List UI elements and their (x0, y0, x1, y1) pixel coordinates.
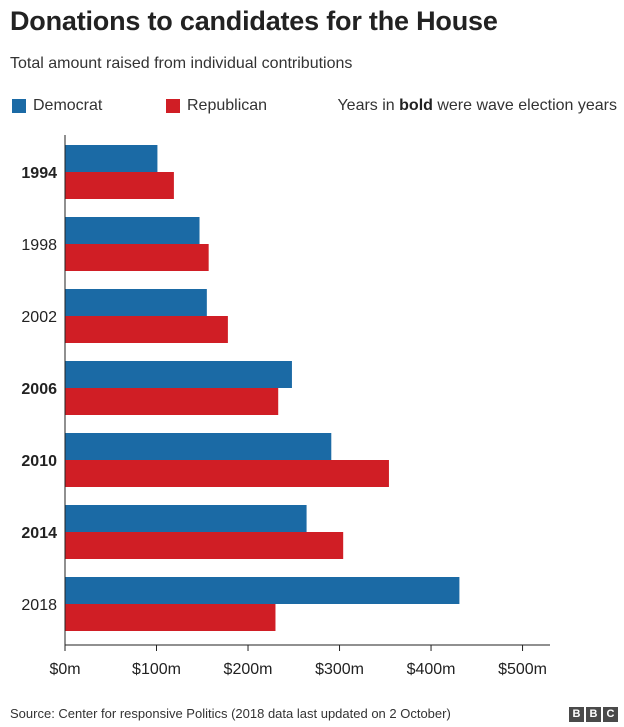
y-tick-label-2014: 2014 (21, 525, 57, 542)
y-tick-label-2018: 2018 (21, 597, 57, 614)
x-tick-label: $300m (315, 661, 364, 678)
bbc-logo-letter: C (603, 707, 618, 722)
legend-note-bold: bold (399, 97, 433, 114)
legend-note-after: were wave election years (432, 97, 617, 114)
x-tick-label: $0m (49, 661, 80, 678)
bar-democrat-2014 (65, 505, 307, 532)
bar-republican-2010 (65, 460, 389, 487)
legend-note: Years in bold were wave election years (337, 97, 617, 115)
y-tick-label-2002: 2002 (21, 309, 57, 326)
democrat-swatch (12, 99, 26, 113)
bar-republican-2006 (65, 388, 279, 415)
y-tick-label-1998: 1998 (21, 237, 57, 254)
bar-republican-1998 (65, 244, 209, 271)
y-tick-label-1994: 1994 (21, 165, 57, 182)
bar-democrat-1998 (65, 217, 200, 244)
bar-republican-2014 (65, 532, 344, 559)
x-tick-label: $400m (407, 661, 456, 678)
legend-item-republican: Republican (166, 97, 267, 115)
bar-democrat-2002 (65, 289, 207, 316)
source-note: Source: Center for responsive Politics (… (10, 706, 451, 721)
y-tick-label-2006: 2006 (21, 381, 57, 398)
legend-item-democrat: Democrat (12, 97, 102, 115)
bbc-logo-letter: B (586, 707, 601, 722)
bar-democrat-2018 (65, 577, 460, 604)
legend: Democrat Republican Years in bold were w… (12, 97, 617, 119)
bar-democrat-1994 (65, 145, 158, 172)
bbc-logo-letter: B (569, 707, 584, 722)
x-tick-label: $100m (132, 661, 181, 678)
legend-label-democrat: Democrat (33, 97, 103, 114)
bar-chart: 1994 1998 2002 2006 2010 2014 2018 $0m $100m $200… (21, 135, 550, 678)
bar-republican-1994 (65, 172, 174, 199)
republican-swatch (166, 99, 180, 113)
bbc-logo: B B C (569, 707, 618, 722)
x-tick-label: $200m (224, 661, 273, 678)
bar-democrat-2010 (65, 433, 332, 460)
bar-democrat-2006 (65, 361, 292, 388)
x-tick-label: $500m (498, 661, 547, 678)
chart-title: Donations to candidates for the House (10, 6, 498, 36)
y-tick-label-2010: 2010 (21, 453, 57, 470)
chart-subtitle: Total amount raised from individual cont… (10, 55, 353, 72)
bar-republican-2002 (65, 316, 228, 343)
bar-republican-2018 (65, 604, 276, 631)
legend-note-before: Years in (337, 97, 400, 114)
legend-label-republican: Republican (187, 97, 268, 114)
